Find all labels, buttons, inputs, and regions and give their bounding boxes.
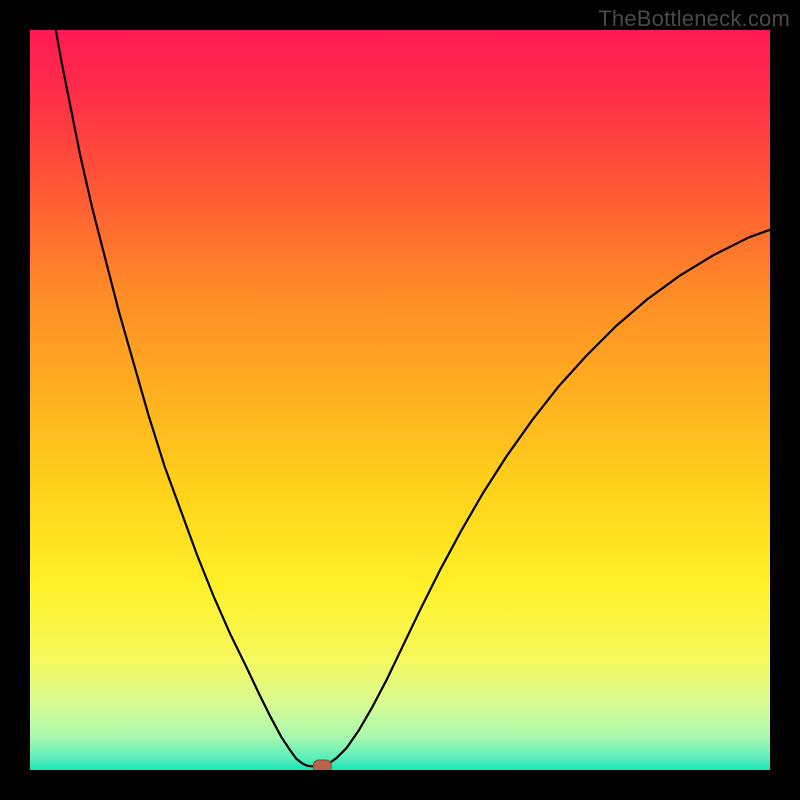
gradient-background: [30, 30, 770, 770]
optimum-marker: [313, 760, 331, 770]
chart-frame: TheBottleneck.com: [0, 0, 800, 800]
chart-svg: [30, 30, 770, 770]
plot-area: [30, 30, 770, 770]
watermark-label: TheBottleneck.com: [598, 6, 790, 32]
